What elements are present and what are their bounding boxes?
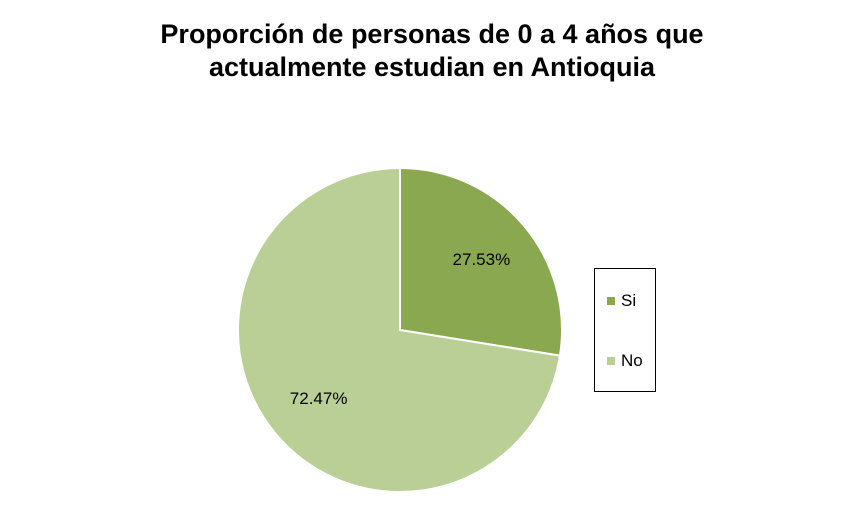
legend-swatch-no [607, 357, 615, 365]
pie-slice-no [237, 166, 562, 493]
data-label-no: 72.47% [290, 389, 348, 408]
legend-item-si: Si [607, 291, 636, 311]
legend-label-no: No [621, 351, 643, 370]
chart-title-line-2: actualmente estudian en Antioquia [208, 52, 656, 82]
data-label-si: 27.53% [453, 250, 511, 269]
pie-slice-si [399, 166, 563, 357]
legend-label-si: Si [621, 291, 637, 310]
chart-title-line-1: Proporción de personas de 0 a 4 años que [160, 19, 704, 49]
legend-item-no: No [607, 351, 643, 371]
legend: Si No [594, 268, 656, 392]
chart-title: Proporción de personas de 0 a 4 años que… [0, 18, 864, 84]
legend-swatch-si [607, 297, 615, 305]
